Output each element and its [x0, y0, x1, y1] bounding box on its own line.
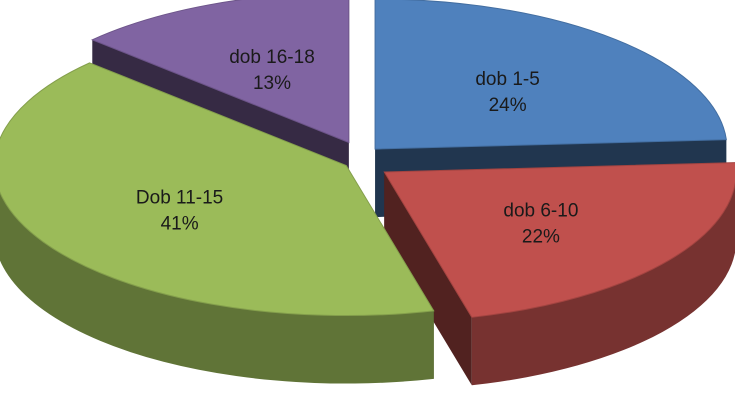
slice-wall-1-1: [384, 172, 472, 386]
pie-slice-3: [91, 0, 350, 144]
slice-value-1: 22%: [522, 227, 560, 248]
slice-value-0: 24%: [489, 95, 527, 116]
slice-value-3: 13%: [253, 73, 291, 94]
pie-labels: dob 1-5 24% dob 6-10 22% Dob 11-15 41% dob 16-…: [136, 47, 578, 248]
slice-rim-1-0: [471, 184, 735, 386]
pie-slice-2: [0, 62, 435, 317]
slice-label-3: dob 16-18: [229, 47, 315, 68]
slice-value-2: 41%: [161, 214, 199, 235]
slice-rim-2-0: [0, 192, 434, 384]
pie-slice-0: [374, 0, 727, 150]
slice-label-1: dob 6-10: [503, 201, 578, 222]
slice-label-0: dob 1-5: [475, 69, 539, 90]
pie-tops: [0, 0, 735, 318]
slice-label-2: Dob 11-15: [136, 188, 223, 209]
pie-slice-1: [383, 162, 735, 318]
